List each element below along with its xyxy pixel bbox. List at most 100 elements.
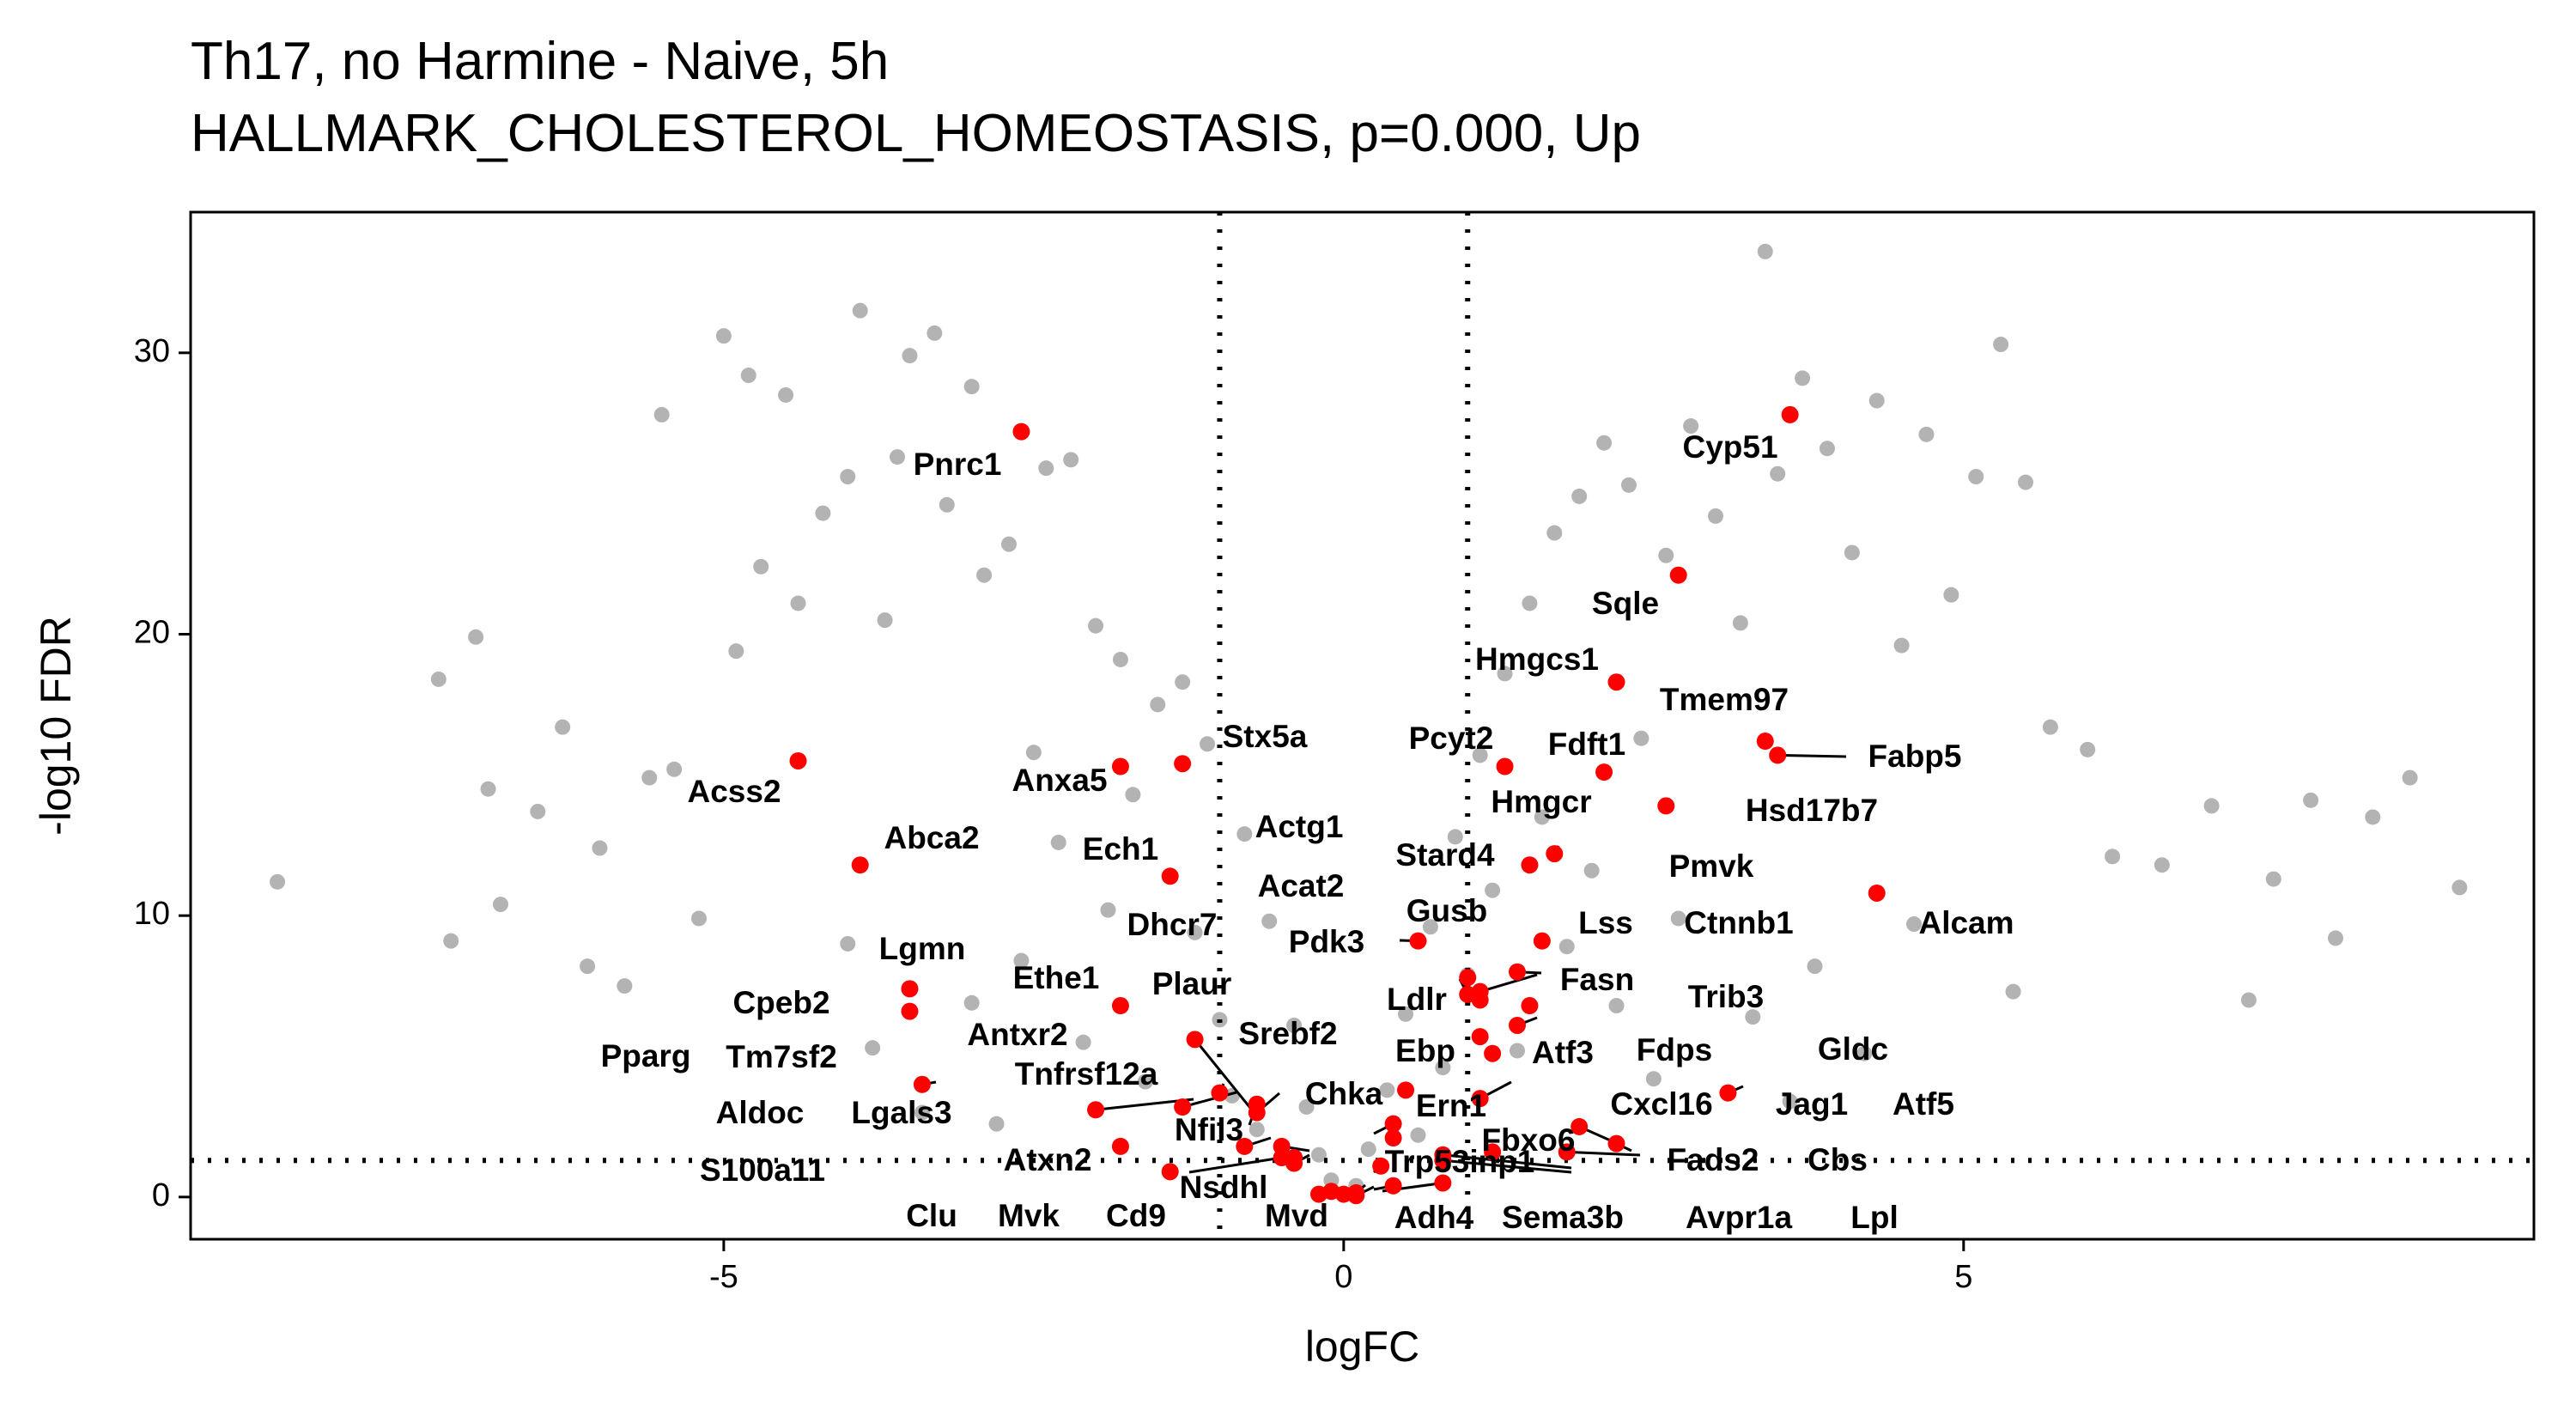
connector-fabp5 xyxy=(1777,753,1847,758)
connector-clu xyxy=(1188,1156,1282,1174)
data-point xyxy=(740,368,756,384)
gene-point-aldoc xyxy=(1111,1137,1129,1155)
data-point xyxy=(1732,615,1748,631)
data-point xyxy=(715,328,732,344)
gene-point-cxcl16 xyxy=(1571,1117,1589,1135)
gene-label-atf5: Atf5 xyxy=(1893,1086,1954,1122)
gene-label-cbs: Cbs xyxy=(1807,1142,1868,1177)
data-point xyxy=(1795,370,1811,386)
data-point xyxy=(1522,595,1538,611)
gene-label-antxr2: Antxr2 xyxy=(967,1017,1067,1052)
data-point xyxy=(2327,930,2343,946)
data-point xyxy=(1435,1060,1451,1076)
data-point xyxy=(1868,392,1885,409)
data-point xyxy=(2240,992,2257,1008)
gene-label-hsd17b7: Hsd17b7 xyxy=(1746,793,1878,828)
data-point xyxy=(2017,474,2033,490)
gene-label-alcam: Alcam xyxy=(1918,905,2014,940)
data-point xyxy=(555,719,571,735)
gene-point-stx5a xyxy=(1174,755,1192,773)
gene-point-abca2 xyxy=(851,856,869,874)
gene-label-jag1: Jag1 xyxy=(1776,1086,1848,1122)
data-point xyxy=(914,1104,930,1121)
gene-point-pnrc1 xyxy=(1012,423,1030,441)
gene-point-chka xyxy=(1384,1115,1402,1133)
connector-plaur xyxy=(1194,1038,1255,1113)
connector-cbs xyxy=(1443,1159,1572,1174)
data-point xyxy=(1112,651,1128,667)
gene-point-cbs xyxy=(1434,1152,1452,1170)
data-point xyxy=(1261,913,1278,929)
data-point xyxy=(270,873,286,890)
data-point xyxy=(1038,460,1054,477)
data-point xyxy=(666,761,683,777)
data-point xyxy=(1360,1141,1376,1158)
data-point xyxy=(443,933,459,949)
data-point xyxy=(1770,465,1786,482)
gene-point-jag1 xyxy=(1607,1134,1625,1152)
data-point xyxy=(1782,1093,1798,1110)
gene-point-cpeb2 xyxy=(901,1002,919,1020)
gene-label-ern1: Ern1 xyxy=(1416,1088,1486,1123)
gene-label-mvk: Mvk xyxy=(998,1198,1060,1233)
data-point xyxy=(1379,1082,1395,1098)
data-point xyxy=(617,978,633,994)
connector-fads2 xyxy=(1443,1153,1572,1170)
gene-label-dhcr7: Dhcr7 xyxy=(1127,907,1218,942)
gene-label-clu: Clu xyxy=(906,1198,957,1233)
gene-label-abca2: Abca2 xyxy=(884,820,979,855)
gene-point-lss xyxy=(1508,963,1526,981)
data-point xyxy=(1187,924,1203,940)
data-point xyxy=(1100,902,1116,918)
gene-label-atxn2: Atxn2 xyxy=(1004,1142,1092,1177)
data-point xyxy=(927,325,943,341)
gene-label-lss: Lss xyxy=(1578,905,1633,940)
data-point xyxy=(939,496,955,513)
data-point xyxy=(2303,792,2319,808)
connector-ctnnb1 xyxy=(1479,973,1538,994)
gene-point-ethe1 xyxy=(1111,997,1129,1015)
data-point xyxy=(1844,544,1860,561)
gene-point-lpl xyxy=(1347,1187,1365,1205)
gene-point-fdft1 xyxy=(1595,763,1613,781)
data-point xyxy=(1200,736,1216,752)
data-point xyxy=(1013,952,1030,969)
gene-label-fasn: Fasn xyxy=(1560,962,1634,997)
data-point xyxy=(877,612,893,629)
data-point xyxy=(815,505,831,521)
data-point xyxy=(988,1116,1005,1132)
data-point xyxy=(1249,1122,1265,1138)
data-point xyxy=(1608,998,1625,1014)
gene-label-gusb: Gusb xyxy=(1406,893,1488,928)
x-axis-title: logFC xyxy=(1305,1323,1419,1371)
data-point xyxy=(2402,769,2418,786)
data-point xyxy=(468,629,484,645)
data-point xyxy=(840,469,856,485)
gene-point-atf3 xyxy=(1484,1044,1502,1062)
gene-label-gldc: Gldc xyxy=(1818,1031,1888,1067)
data-point xyxy=(1075,1034,1091,1050)
data-point xyxy=(1050,834,1066,850)
data-point xyxy=(890,449,906,465)
gene-label-sqle: Sqle xyxy=(1592,586,1659,621)
gene-label-ech1: Ech1 xyxy=(1083,831,1158,867)
data-point xyxy=(1472,747,1488,763)
data-point xyxy=(430,671,447,687)
data-point xyxy=(902,348,918,364)
gene-point-cd9 xyxy=(1309,1185,1327,1203)
connector-atf5 xyxy=(1566,1150,1641,1157)
data-point xyxy=(1422,919,1438,935)
gene-point-acss2 xyxy=(789,751,807,769)
data-point xyxy=(1645,1071,1662,1087)
gene-label-pdk3: Pdk3 xyxy=(1289,924,1364,959)
x-tick-label: 0 xyxy=(1334,1259,1352,1295)
data-point xyxy=(976,567,993,583)
gene-label-trib3: Trib3 xyxy=(1688,979,1764,1014)
data-point xyxy=(2042,719,2058,735)
gene-label-ldlr: Ldlr xyxy=(1387,982,1447,1017)
data-point xyxy=(1819,441,1835,457)
data-point xyxy=(2105,848,2121,865)
gene-point-sema3b xyxy=(1434,1174,1452,1192)
gene-label-atf3: Atf3 xyxy=(1532,1035,1594,1070)
gene-label-plaur: Plaur xyxy=(1152,966,1232,1001)
